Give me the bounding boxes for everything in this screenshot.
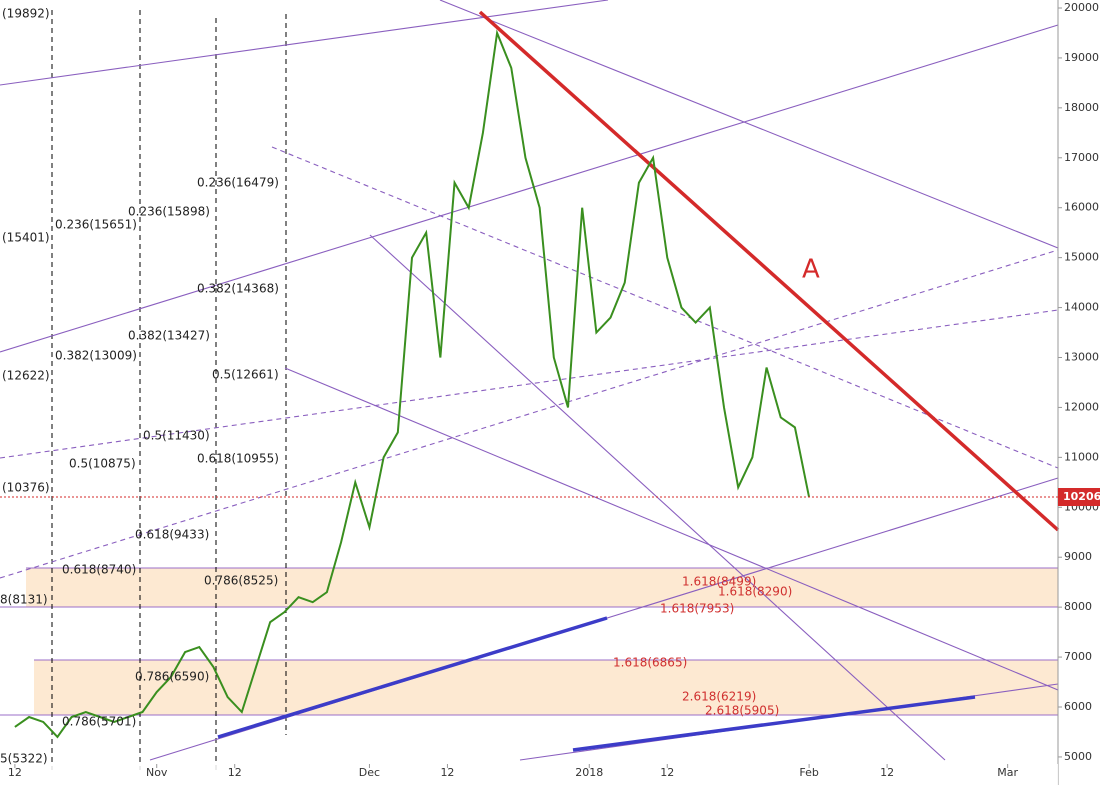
y-tick-label: 5000	[1064, 750, 1092, 763]
y-tick-label: 18000	[1064, 101, 1099, 114]
fib-label: 0.618(10955)	[197, 452, 279, 466]
last-price-label: 10206	[1063, 490, 1100, 503]
y-tick-label: 11000	[1064, 450, 1099, 463]
fib-label: 0.236(15651)	[55, 218, 137, 232]
fib-extension-label: 1.618(8499)	[682, 575, 756, 589]
vertical-dashes	[51, 10, 287, 770]
fib-label: 0.786(8525)	[204, 574, 278, 588]
fib-label: 5(5322)	[0, 752, 48, 766]
blue-trendlines	[217, 616, 976, 752]
zone-lines	[0, 567, 1058, 716]
x-axis-band	[0, 764, 1058, 785]
fib-extension-label: 1.618(6865)	[613, 656, 687, 670]
x-tick-label: Mar	[997, 766, 1018, 779]
y-tick-label: 8000	[1064, 600, 1092, 613]
x-tick-label: Feb	[799, 766, 818, 779]
fib-label: (15401)	[2, 231, 50, 245]
x-tick-label: Dec	[359, 766, 380, 779]
fib-label: (10376)	[2, 481, 50, 495]
fib-label: 0.382(14368)	[197, 282, 279, 296]
x-tick-label: 12	[228, 766, 242, 779]
y-tick-label: 19000	[1064, 51, 1099, 64]
y-tick-label: 6000	[1064, 700, 1092, 713]
y-tick-label: 15000	[1064, 251, 1099, 264]
x-tick-label: 12	[440, 766, 454, 779]
y-tick-label: 13000	[1064, 350, 1099, 363]
fib-label: (19892)	[2, 7, 50, 21]
fib-label: 8(8131)	[0, 593, 48, 607]
fib-label: 0.786(6590)	[135, 670, 209, 684]
fib-label: 0.382(13427)	[128, 329, 210, 343]
x-tick-label: Nov	[146, 766, 168, 779]
x-tick-label: 12	[880, 766, 894, 779]
x-tick-label: 12	[660, 766, 674, 779]
y-tick-label: 9000	[1064, 550, 1092, 563]
zone	[34, 660, 1058, 715]
fib-label: 0.618(9433)	[135, 528, 209, 542]
price-line	[14, 29, 811, 739]
fib-label: 0.5(11430)	[143, 429, 210, 443]
fib-label: 0.786(5701)	[62, 715, 136, 729]
y-tick-label: 17000	[1064, 151, 1099, 164]
y-tick-label: 7000	[1064, 650, 1092, 663]
last-price-box	[1058, 488, 1100, 507]
label-a: A	[802, 255, 820, 285]
fib-label: 0.382(13009)	[55, 349, 137, 363]
y-tick-label: 12000	[1064, 400, 1099, 413]
fib-label: 0.5(12661)	[212, 368, 279, 382]
zones	[0, 567, 1058, 716]
y-tick-label: 14000	[1064, 301, 1099, 314]
fib-label: 0.5(10875)	[69, 457, 136, 471]
fib-label: 0.618(8740)	[62, 563, 136, 577]
fib-extension-label: 2.618(6219)	[682, 690, 756, 704]
fib-label: 0.236(16479)	[197, 176, 279, 190]
zone	[26, 568, 1058, 607]
x-tick-label: 12	[8, 766, 22, 779]
fib-extension-label: 1.618(8290)	[718, 585, 792, 599]
fib-extension-label: 2.618(5905)	[705, 704, 779, 718]
trendlines	[0, 0, 1059, 761]
y-tick-label: 16000	[1064, 201, 1099, 214]
fib-label: (12622)	[2, 369, 50, 383]
red-trendline	[478, 10, 1060, 532]
x-tick-label: 2018	[575, 766, 603, 779]
fib-extension-label: 1.618(7953)	[660, 602, 734, 616]
y-tick-label: 20000	[1064, 1, 1099, 14]
fib-label: 0.236(15898)	[128, 205, 210, 219]
